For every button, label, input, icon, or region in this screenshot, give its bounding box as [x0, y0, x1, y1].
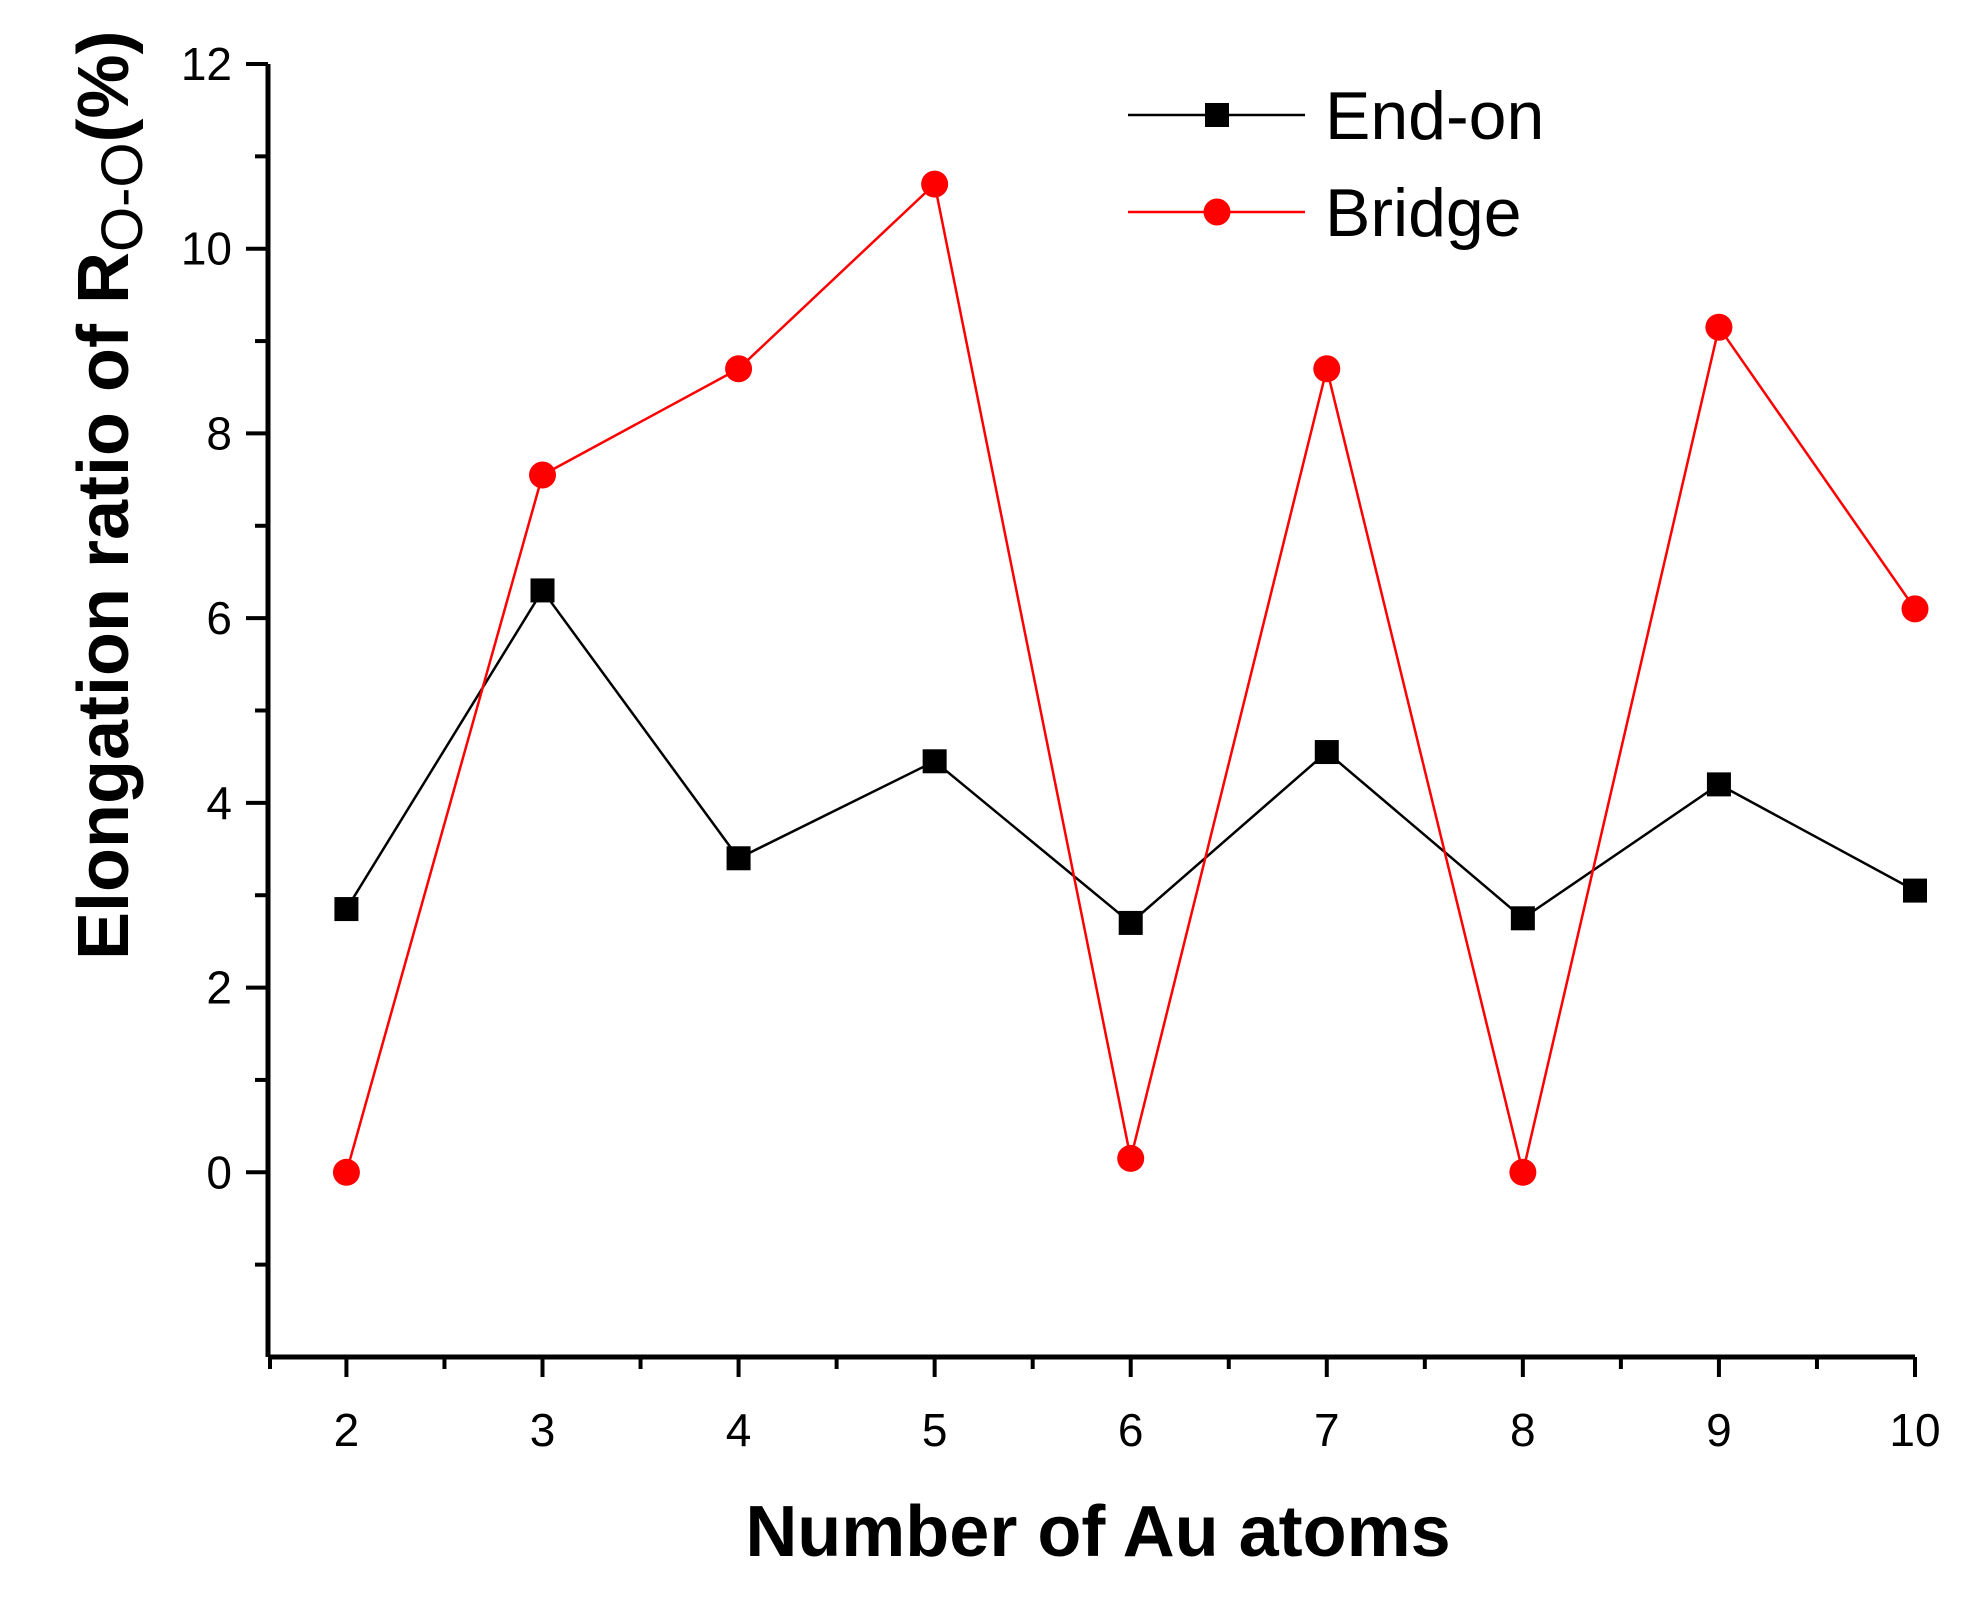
y-axis-title: Elongation ratio of RO-O(%): [64, 31, 155, 960]
data-point: [1706, 772, 1731, 797]
series-line: [345, 181, 1917, 1173]
data-point: [1118, 910, 1143, 935]
legend: End-on Bridge: [1128, 78, 1544, 251]
x-tick-label: 5: [922, 1404, 948, 1456]
y-ticks: 0 2 4 6 8 10 12: [181, 38, 268, 1267]
y-tick-label: 12: [181, 38, 232, 90]
x-tick-label: 6: [1118, 1404, 1144, 1456]
data-point: [529, 461, 556, 489]
data-point: [1705, 313, 1733, 341]
data-point: [726, 846, 751, 871]
data-point: [1903, 878, 1927, 903]
series-line: [345, 588, 1916, 925]
axes: [265, 64, 1915, 1360]
y-tick-label: 0: [206, 1146, 232, 1198]
y-tick-label: 6: [206, 592, 232, 644]
legend-entry-end-on: End-on: [1128, 78, 1544, 154]
x-ticks: 2 3 4 5 6 7 8 9 10: [268, 1357, 1941, 1456]
data-point: [725, 355, 753, 383]
series-end-on: [334, 578, 1927, 935]
y-tick-label: 4: [206, 777, 232, 829]
data-point: [334, 897, 359, 922]
data-point: [332, 1158, 360, 1186]
y-tick-label: 2: [206, 962, 232, 1014]
data-point: [1510, 906, 1535, 931]
data-point: [1901, 595, 1929, 623]
x-tick-label: 8: [1510, 1404, 1536, 1456]
data-point: [1117, 1144, 1145, 1172]
series-bridge: [332, 170, 1929, 1186]
y-tick-label: 8: [206, 407, 232, 459]
legend-label: Bridge: [1325, 175, 1522, 251]
x-tick-label: 10: [1889, 1404, 1940, 1456]
x-tick-label: 3: [530, 1404, 556, 1456]
legend-marker: [1205, 103, 1229, 127]
data-point: [922, 749, 947, 774]
y-axis-title-subscript: O-O: [90, 143, 155, 253]
data-point: [1509, 1158, 1537, 1186]
x-tick-label: 4: [726, 1404, 752, 1456]
legend-label: End-on: [1325, 78, 1544, 154]
y-axis-title-suffix: (%): [64, 31, 144, 143]
data-point: [1313, 355, 1341, 383]
y-tick-label: 10: [181, 223, 232, 275]
y-axis-title-main: Elongation ratio of R: [64, 252, 144, 960]
legend-entry-bridge: Bridge: [1128, 175, 1522, 251]
legend-marker: [1203, 198, 1231, 226]
data-point: [1314, 740, 1339, 765]
series-layer: [332, 170, 1929, 1186]
data-point: [921, 170, 949, 198]
x-tick-label: 2: [334, 1404, 360, 1456]
x-tick-label: 9: [1706, 1404, 1732, 1456]
x-axis-title: Number of Au atoms: [745, 1492, 1450, 1572]
data-point: [530, 578, 555, 603]
x-tick-label: 7: [1314, 1404, 1340, 1456]
